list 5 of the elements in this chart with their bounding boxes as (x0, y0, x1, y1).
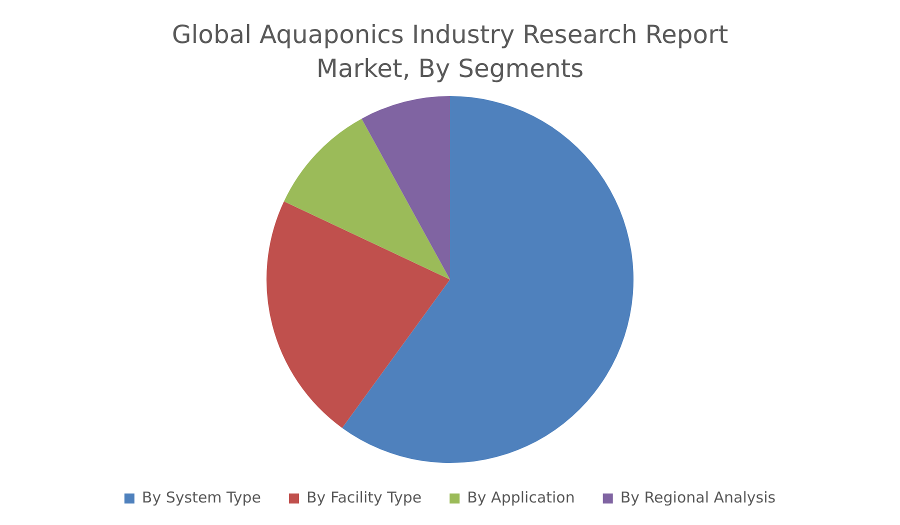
chart-title: Global Aquaponics Industry Research Report Market, By Segments (170, 19, 730, 85)
legend-label: By System Type (142, 488, 262, 506)
legend-label: By Application (467, 488, 575, 506)
legend-label: By Regional Analysis (620, 488, 776, 506)
legend-label: By Facility Type (306, 488, 422, 506)
